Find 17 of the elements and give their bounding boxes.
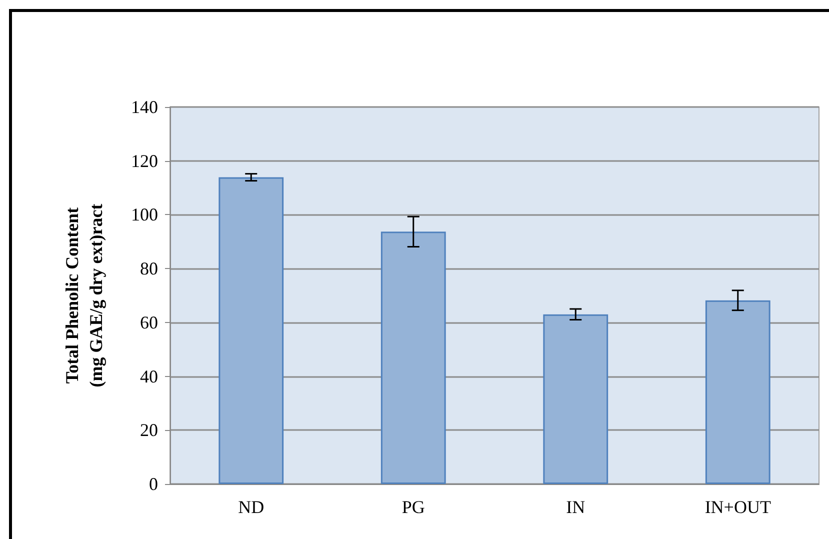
y-tick-label: 20: [140, 420, 158, 440]
x-tick-label: IN+OUT: [704, 497, 771, 517]
x-tick-label: IN: [566, 497, 586, 517]
y-tick-label: 100: [131, 204, 158, 225]
bar: [705, 300, 770, 484]
bar: [543, 314, 608, 484]
y-axis-title: Total Phenolic Content (mg GAE/g dry ext)ract: [62, 204, 106, 388]
y-tick-label: 120: [131, 150, 158, 171]
y-tick-label: 60: [140, 312, 158, 332]
bar: [380, 232, 446, 484]
bar: [218, 177, 284, 484]
y-tick-label: 140: [131, 97, 158, 117]
y-tick-label: 80: [140, 258, 158, 279]
y-tick-label: 0: [149, 474, 158, 494]
x-tick-label: ND: [238, 497, 264, 517]
x-tick-label: PG: [402, 497, 425, 517]
y-tick-label: 40: [140, 366, 158, 386]
